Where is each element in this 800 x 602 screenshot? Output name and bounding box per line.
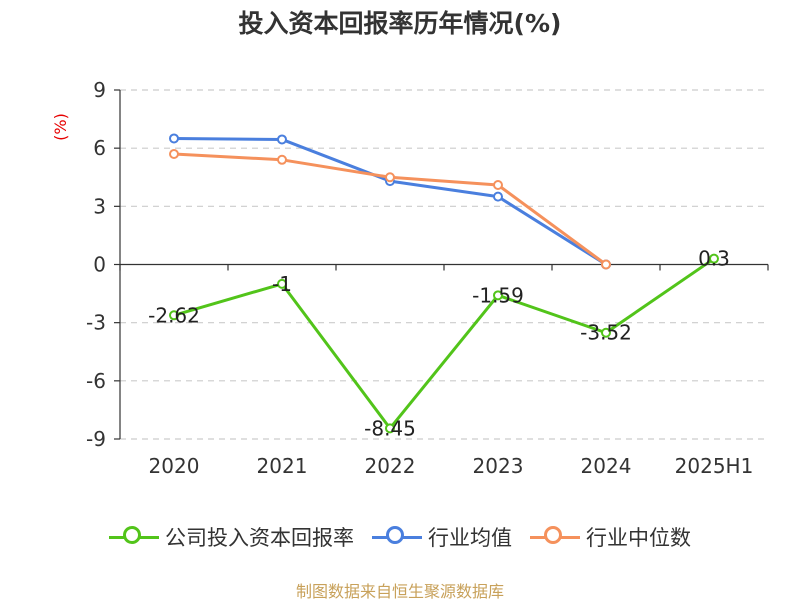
y-tick-label: -9 [86, 427, 106, 451]
data-point [169, 310, 179, 321]
series-line [173, 257, 715, 430]
y-tick-label: -6 [86, 369, 106, 393]
y-tick-label: -3 [86, 311, 106, 335]
legend-label-industry-mean: 行业均值 [428, 526, 512, 550]
legend-item-industry-median[interactable]: 行业中位数 [530, 522, 691, 552]
source-note: 制图数据来自恒生聚源数据库 [295, 582, 504, 601]
legend-label-company: 公司投入资本回报率 [165, 526, 354, 550]
data-point [277, 278, 287, 289]
axes: 9 6 3 0 -3 -6 -9 2020 2021 2022 2023 2024 2025H1 [86, 78, 769, 478]
data-point [493, 290, 503, 301]
legend-item-industry-mean[interactable]: 行业均值 [372, 522, 512, 552]
legend-label-industry-median: 行业中位数 [586, 526, 691, 550]
y-axis-unit-label: (%) [51, 113, 70, 141]
x-tick-label: 2024 [581, 454, 632, 478]
data-point [601, 259, 611, 270]
data-point [385, 423, 395, 434]
series-line [173, 152, 607, 266]
data-point [277, 154, 287, 165]
legend-marker-industry-median [530, 524, 580, 550]
data-point [709, 253, 719, 264]
data-point [601, 327, 611, 338]
data-label: 0.3 [698, 247, 730, 271]
data-point [385, 172, 395, 183]
legend-marker-industry-mean [372, 524, 422, 550]
chart-title: 投入资本回报率历年情况(%) [238, 9, 562, 38]
data-point [169, 133, 179, 144]
data-point [493, 180, 503, 191]
x-tick-label: 2021 [257, 454, 308, 478]
data-label: -2.62 [148, 303, 200, 327]
series-lines [169, 133, 719, 434]
y-tick-label: 9 [93, 78, 106, 102]
data-label: -3.52 [580, 321, 632, 345]
data-label: -1.59 [472, 283, 524, 307]
data-point [493, 191, 503, 202]
data-point [277, 134, 287, 145]
legend-marker-company [109, 524, 159, 550]
legend-item-company[interactable]: 公司投入资本回报率 [109, 522, 354, 552]
data-label: -8.45 [364, 416, 416, 440]
data-point [169, 148, 179, 159]
data-label: -1 [272, 272, 292, 296]
x-tick-label: 2022 [365, 454, 416, 478]
y-tick-label: 3 [93, 194, 106, 218]
x-tick-label: 2020 [149, 454, 200, 478]
data-labels: -2.62 -1 -8.45 -1.59 -3.52 0.3 [148, 247, 730, 441]
legend: 公司投入资本回报率 行业均值 行业中位数 [0, 520, 800, 554]
x-tick-label: 2023 [473, 454, 524, 478]
y-tick-label: 0 [93, 253, 106, 277]
gridlines [120, 89, 768, 440]
x-tick-label: 2025H1 [675, 454, 754, 478]
y-tick-label: 6 [93, 136, 106, 160]
